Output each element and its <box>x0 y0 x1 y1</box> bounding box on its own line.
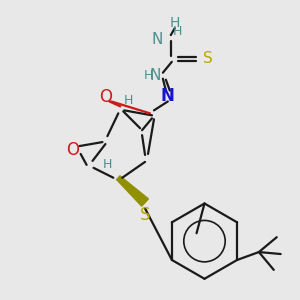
Text: N: N <box>149 68 161 83</box>
Text: N: N <box>161 86 175 104</box>
Text: H: H <box>169 16 180 30</box>
Text: S: S <box>203 51 213 66</box>
Text: S: S <box>140 206 150 224</box>
Text: H: H <box>124 94 134 107</box>
Text: H: H <box>102 158 112 171</box>
Text: H: H <box>144 69 153 82</box>
Text: N: N <box>152 32 163 46</box>
Text: O: O <box>99 88 112 106</box>
Polygon shape <box>117 176 148 206</box>
Text: H: H <box>173 25 182 38</box>
Text: O: O <box>66 141 79 159</box>
